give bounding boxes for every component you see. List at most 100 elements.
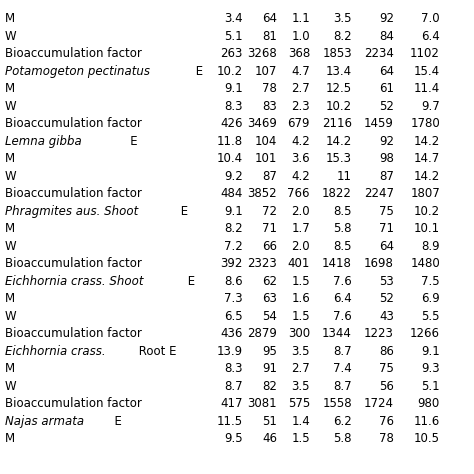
Text: 14.2: 14.2 xyxy=(414,135,440,148)
Text: 1266: 1266 xyxy=(410,327,440,340)
Text: 1724: 1724 xyxy=(364,397,394,410)
Text: 8.9: 8.9 xyxy=(421,240,440,253)
Text: 8.7: 8.7 xyxy=(333,345,352,358)
Text: 8.3: 8.3 xyxy=(225,362,243,375)
Text: 87: 87 xyxy=(262,170,277,183)
Text: 10.1: 10.1 xyxy=(414,222,440,235)
Text: 78: 78 xyxy=(379,432,394,445)
Text: 98: 98 xyxy=(379,152,394,165)
Text: 81: 81 xyxy=(262,30,277,43)
Text: 7.3: 7.3 xyxy=(224,292,243,305)
Text: M: M xyxy=(5,152,15,165)
Text: M: M xyxy=(5,222,15,235)
Text: 63: 63 xyxy=(262,292,277,305)
Text: 6.4: 6.4 xyxy=(333,292,352,305)
Text: 86: 86 xyxy=(379,345,394,358)
Text: 72: 72 xyxy=(262,205,277,218)
Text: 3.5: 3.5 xyxy=(334,12,352,25)
Text: Bioaccumulation factor: Bioaccumulation factor xyxy=(5,47,142,60)
Text: 13.4: 13.4 xyxy=(326,65,352,78)
Text: 91: 91 xyxy=(262,362,277,375)
Text: 8.2: 8.2 xyxy=(333,30,352,43)
Text: Eichhornia crass. Shoot: Eichhornia crass. Shoot xyxy=(5,275,144,288)
Text: 2116: 2116 xyxy=(322,117,352,130)
Text: 5.5: 5.5 xyxy=(421,310,440,323)
Text: W: W xyxy=(5,30,17,43)
Text: 46: 46 xyxy=(262,432,277,445)
Text: 7.0: 7.0 xyxy=(421,12,440,25)
Text: 104: 104 xyxy=(255,135,277,148)
Text: 5.8: 5.8 xyxy=(334,222,352,235)
Text: Bioaccumulation factor: Bioaccumulation factor xyxy=(5,257,142,270)
Text: W: W xyxy=(5,310,17,323)
Text: 64: 64 xyxy=(379,240,394,253)
Text: 4.2: 4.2 xyxy=(291,135,310,148)
Text: W: W xyxy=(5,170,17,183)
Text: 1853: 1853 xyxy=(322,47,352,60)
Text: M: M xyxy=(5,82,15,95)
Text: 10.2: 10.2 xyxy=(414,205,440,218)
Text: 78: 78 xyxy=(262,82,277,95)
Text: 7.4: 7.4 xyxy=(333,362,352,375)
Text: Phragmites aus. Shoot: Phragmites aus. Shoot xyxy=(5,205,138,218)
Text: 1.1: 1.1 xyxy=(291,12,310,25)
Text: 436: 436 xyxy=(220,327,243,340)
Text: 2.0: 2.0 xyxy=(292,240,310,253)
Text: 14.7: 14.7 xyxy=(414,152,440,165)
Text: E: E xyxy=(104,135,137,148)
Text: W: W xyxy=(5,100,17,113)
Text: W: W xyxy=(5,380,17,393)
Text: 92: 92 xyxy=(379,135,394,148)
Text: 61: 61 xyxy=(379,82,394,95)
Text: E: E xyxy=(107,415,122,428)
Text: 53: 53 xyxy=(379,275,394,288)
Text: 679: 679 xyxy=(288,117,310,130)
Text: 2.0: 2.0 xyxy=(292,205,310,218)
Text: 15.3: 15.3 xyxy=(326,152,352,165)
Text: 54: 54 xyxy=(262,310,277,323)
Text: 11: 11 xyxy=(337,170,352,183)
Text: 95: 95 xyxy=(262,345,277,358)
Text: 1780: 1780 xyxy=(410,117,440,130)
Text: Eichhornia crass.: Eichhornia crass. xyxy=(5,345,106,358)
Text: 9.5: 9.5 xyxy=(224,432,243,445)
Text: Bioaccumulation factor: Bioaccumulation factor xyxy=(5,327,142,340)
Text: 82: 82 xyxy=(262,380,277,393)
Text: 101: 101 xyxy=(255,152,277,165)
Text: 8.5: 8.5 xyxy=(334,205,352,218)
Text: 1.6: 1.6 xyxy=(291,292,310,305)
Text: 1480: 1480 xyxy=(410,257,440,270)
Text: 6.5: 6.5 xyxy=(224,310,243,323)
Text: M: M xyxy=(5,432,15,445)
Text: 8.6: 8.6 xyxy=(224,275,243,288)
Text: 62: 62 xyxy=(262,275,277,288)
Text: 71: 71 xyxy=(262,222,277,235)
Text: 6.4: 6.4 xyxy=(421,30,440,43)
Text: E: E xyxy=(184,275,195,288)
Text: 11.8: 11.8 xyxy=(217,135,243,148)
Text: 8.3: 8.3 xyxy=(225,100,243,113)
Text: Najas armata: Najas armata xyxy=(5,415,84,428)
Text: 1.0: 1.0 xyxy=(292,30,310,43)
Text: 1459: 1459 xyxy=(364,117,394,130)
Text: 9.1: 9.1 xyxy=(421,345,440,358)
Text: 980: 980 xyxy=(418,397,440,410)
Text: 1344: 1344 xyxy=(322,327,352,340)
Text: 12.5: 12.5 xyxy=(326,82,352,95)
Text: Root E: Root E xyxy=(135,345,176,358)
Text: 92: 92 xyxy=(379,12,394,25)
Text: 5.8: 5.8 xyxy=(334,432,352,445)
Text: 15.4: 15.4 xyxy=(414,65,440,78)
Text: 392: 392 xyxy=(220,257,243,270)
Text: 75: 75 xyxy=(379,205,394,218)
Text: 1698: 1698 xyxy=(364,257,394,270)
Text: 66: 66 xyxy=(262,240,277,253)
Text: 71: 71 xyxy=(379,222,394,235)
Text: 9.3: 9.3 xyxy=(421,362,440,375)
Text: Bioaccumulation factor: Bioaccumulation factor xyxy=(5,187,142,200)
Text: 2247: 2247 xyxy=(364,187,394,200)
Text: 51: 51 xyxy=(262,415,277,428)
Text: 2.7: 2.7 xyxy=(291,362,310,375)
Text: 10.2: 10.2 xyxy=(217,65,243,78)
Text: 11.4: 11.4 xyxy=(414,82,440,95)
